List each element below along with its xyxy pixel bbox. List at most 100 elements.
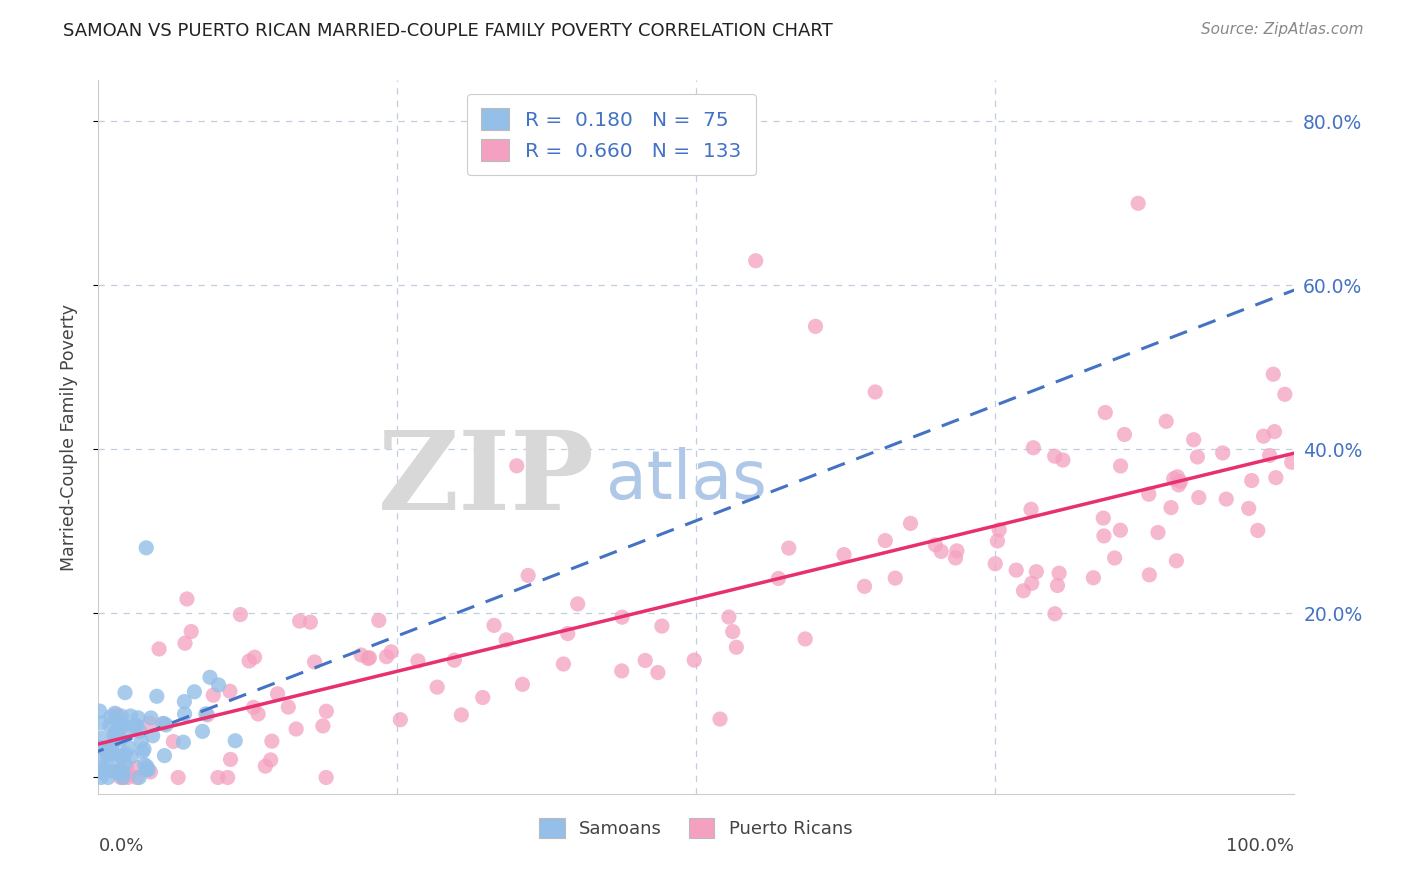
Point bbox=[174, 636, 197, 650]
Point bbox=[1263, 368, 1285, 382]
Point bbox=[112, 765, 135, 780]
Point bbox=[875, 533, 897, 548]
Point bbox=[266, 687, 288, 701]
Point bbox=[219, 684, 242, 698]
Point bbox=[709, 712, 731, 726]
Point bbox=[90, 771, 112, 785]
Point bbox=[153, 748, 176, 763]
Point bbox=[172, 735, 194, 749]
Point bbox=[224, 733, 246, 747]
Point bbox=[924, 538, 946, 552]
Point bbox=[180, 624, 202, 639]
Point bbox=[89, 764, 111, 778]
Point bbox=[105, 707, 128, 722]
Point bbox=[139, 764, 162, 779]
Point bbox=[110, 732, 132, 747]
Point bbox=[1188, 491, 1211, 505]
Point bbox=[1012, 583, 1035, 598]
Point bbox=[406, 654, 429, 668]
Point bbox=[1052, 453, 1074, 467]
Point bbox=[1137, 567, 1160, 582]
Point bbox=[198, 670, 221, 684]
Point bbox=[299, 615, 322, 630]
Point bbox=[100, 740, 122, 755]
Point bbox=[136, 763, 159, 777]
Point bbox=[312, 719, 335, 733]
Point bbox=[768, 572, 790, 586]
Point bbox=[207, 678, 229, 692]
Point bbox=[647, 665, 669, 680]
Point bbox=[900, 516, 922, 531]
Point bbox=[375, 649, 398, 664]
Point bbox=[610, 610, 633, 624]
Point bbox=[725, 640, 748, 655]
Point bbox=[285, 722, 308, 736]
Point bbox=[512, 677, 534, 691]
Point bbox=[1025, 565, 1047, 579]
Point bbox=[1247, 524, 1270, 538]
Point bbox=[139, 711, 162, 725]
Point bbox=[90, 731, 112, 745]
Point bbox=[357, 651, 380, 665]
Point bbox=[107, 753, 129, 767]
Point bbox=[89, 740, 111, 755]
Point bbox=[1114, 427, 1136, 442]
Point bbox=[96, 764, 118, 778]
Point bbox=[107, 729, 129, 743]
Point bbox=[482, 618, 505, 632]
Point bbox=[94, 743, 117, 757]
Point bbox=[104, 726, 127, 740]
Point bbox=[359, 650, 381, 665]
Point bbox=[1005, 563, 1028, 577]
Point bbox=[128, 771, 150, 785]
Point bbox=[1092, 511, 1115, 525]
Point bbox=[146, 690, 169, 704]
Point bbox=[183, 685, 205, 699]
Point bbox=[135, 763, 157, 777]
Point bbox=[112, 771, 135, 785]
Point bbox=[778, 541, 800, 555]
Point bbox=[506, 458, 529, 473]
Text: 0.0%: 0.0% bbox=[98, 837, 143, 855]
Point bbox=[173, 706, 195, 721]
Point bbox=[238, 654, 260, 668]
Point bbox=[277, 700, 299, 714]
Point bbox=[1163, 472, 1185, 486]
Point bbox=[101, 764, 124, 779]
Point bbox=[1166, 470, 1188, 484]
Point bbox=[988, 523, 1011, 537]
Point bbox=[717, 610, 740, 624]
Point bbox=[1094, 405, 1116, 419]
Point bbox=[443, 653, 465, 667]
Point bbox=[100, 710, 122, 724]
Point bbox=[247, 706, 270, 721]
Point bbox=[946, 544, 969, 558]
Point bbox=[853, 579, 876, 593]
Point bbox=[110, 748, 132, 763]
Point bbox=[1021, 576, 1043, 591]
Point bbox=[389, 713, 412, 727]
Point bbox=[1147, 525, 1170, 540]
Point bbox=[1253, 429, 1275, 443]
Point bbox=[304, 655, 326, 669]
Point bbox=[108, 764, 131, 778]
Point bbox=[115, 727, 138, 741]
Point bbox=[118, 740, 141, 755]
Point bbox=[152, 716, 174, 731]
Point bbox=[745, 253, 768, 268]
Point bbox=[929, 544, 952, 558]
Point bbox=[128, 724, 150, 739]
Point bbox=[471, 690, 494, 705]
Point bbox=[129, 734, 152, 748]
Point bbox=[152, 716, 174, 731]
Legend: Samoans, Puerto Ricans: Samoans, Puerto Ricans bbox=[529, 807, 863, 849]
Point bbox=[865, 384, 887, 399]
Point bbox=[1092, 529, 1115, 543]
Point bbox=[1258, 449, 1281, 463]
Point bbox=[194, 706, 217, 721]
Text: atlas: atlas bbox=[606, 447, 768, 513]
Point bbox=[1264, 470, 1286, 484]
Point bbox=[98, 719, 121, 733]
Point bbox=[229, 607, 252, 622]
Point bbox=[315, 704, 337, 718]
